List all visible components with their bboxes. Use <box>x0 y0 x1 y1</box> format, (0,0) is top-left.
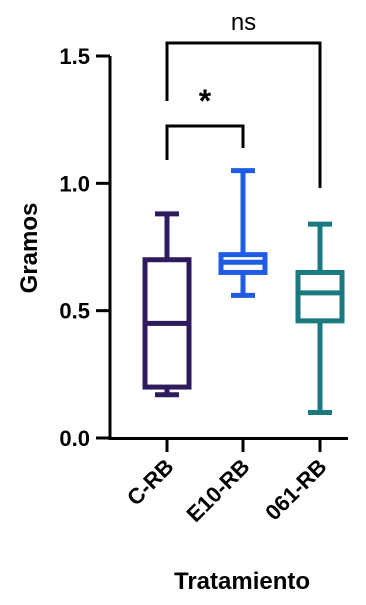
x-tick-label: 061-RB <box>260 454 331 525</box>
y-axis-title: Gramos <box>16 203 43 294</box>
y-tick-label: 0.0 <box>59 426 90 451</box>
significance-label: ns <box>231 9 256 36</box>
significance-label: * <box>199 83 212 119</box>
box-061-RB <box>295 221 345 416</box>
y-tick-label: 1.0 <box>59 171 90 196</box>
box-C-RB <box>142 211 192 398</box>
boxes-group <box>142 168 345 416</box>
y-tick-label: 0.5 <box>59 299 90 324</box>
box-body <box>295 269 345 324</box>
x-tick-label: E10-RB <box>182 454 255 527</box>
x-tick-label: C-RB <box>122 454 179 511</box>
significance-bracket <box>165 124 245 160</box>
box-E10-RB <box>218 168 268 298</box>
significance-bracket <box>165 41 322 188</box>
y-tick-label: 1.5 <box>59 44 90 69</box>
axes-group <box>108 56 348 440</box>
significance-group: * ns <box>165 9 322 188</box>
y-ticks-group: 0.0 0.5 1.0 1.5 <box>59 44 110 451</box>
x-ticks-group: C-RB E10-RB 061-RB <box>122 438 332 527</box>
x-axis-title: Tratamiento <box>174 568 310 595</box>
